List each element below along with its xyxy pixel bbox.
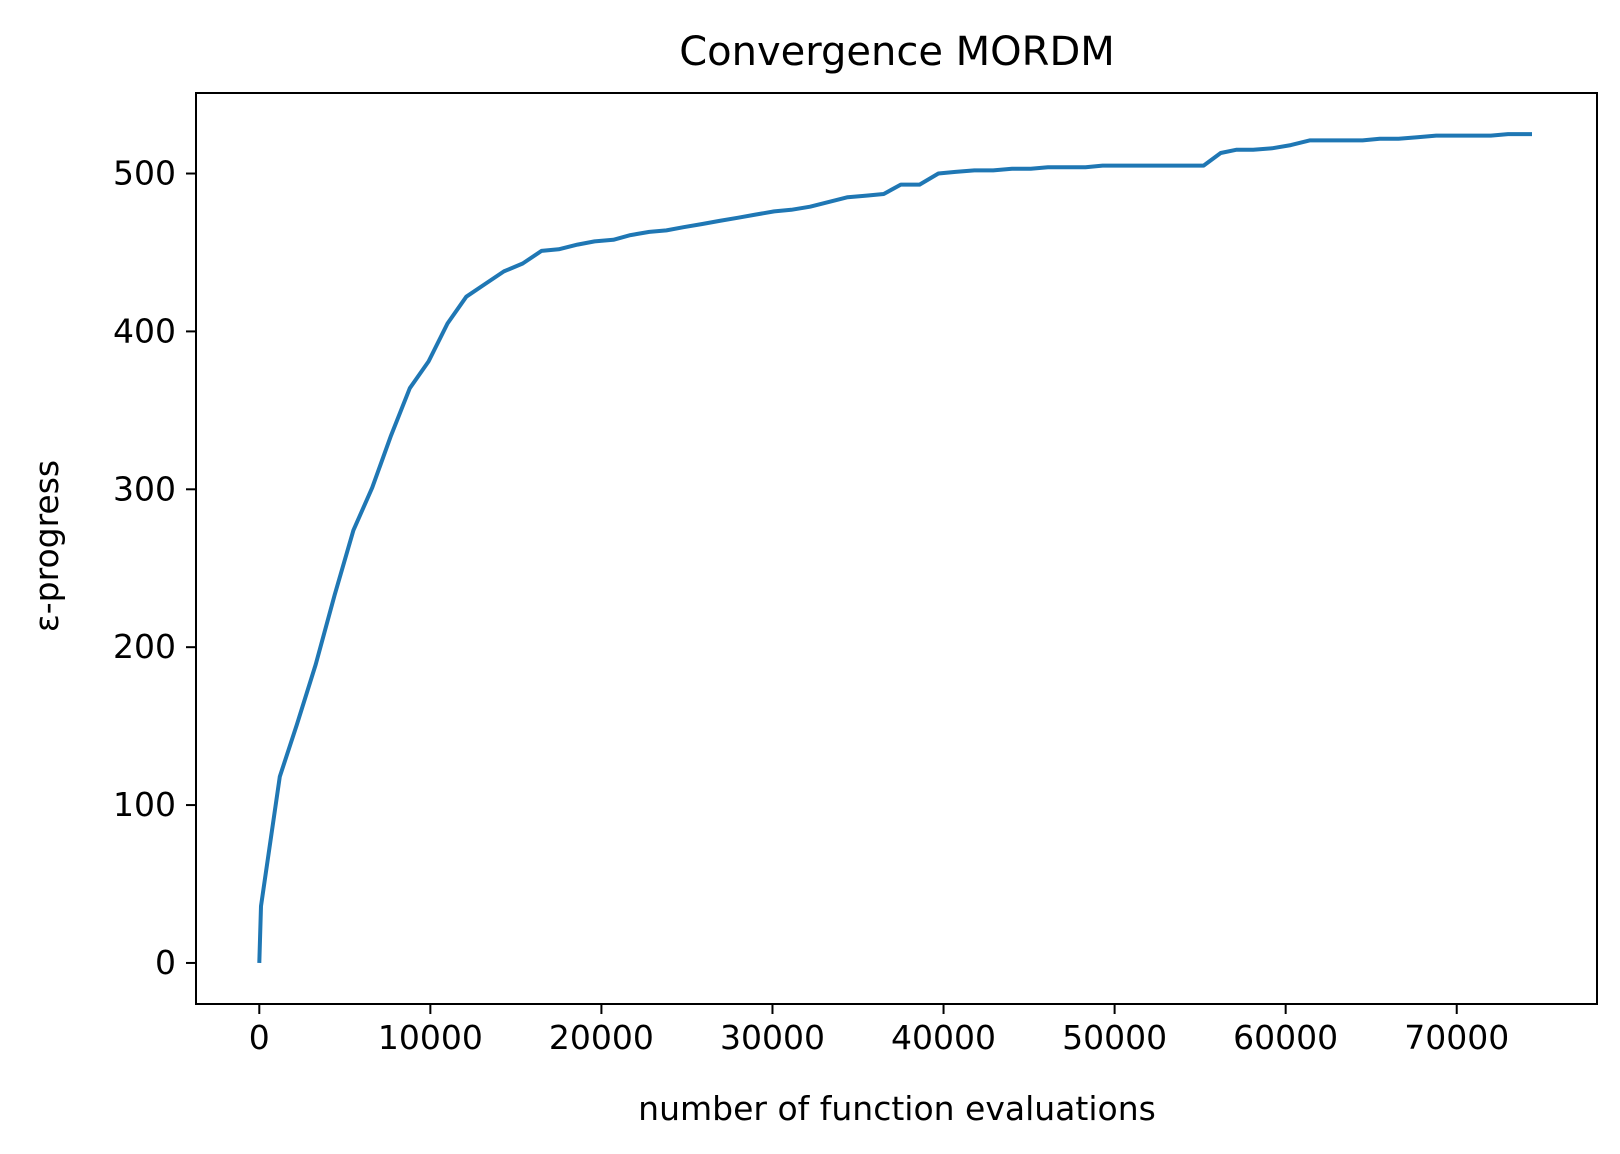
x-tick-label: 50000 bbox=[1062, 1018, 1167, 1057]
y-tick-label: 500 bbox=[113, 154, 176, 193]
x-tick-label: 60000 bbox=[1233, 1018, 1338, 1057]
x-axis-ticks: 0 10000 20000 30000 40000 50000 60000 70000 bbox=[249, 1004, 1509, 1057]
x-tick-label: 10000 bbox=[378, 1018, 483, 1057]
y-tick-label: 0 bbox=[155, 943, 176, 982]
y-tick-label: 300 bbox=[113, 469, 176, 508]
y-axis-ticks: 0 100 200 300 400 500 bbox=[113, 154, 196, 982]
y-axis-label: ε-progress bbox=[27, 460, 66, 632]
y-tick-label: 200 bbox=[113, 627, 176, 666]
plot-frame bbox=[195, 92, 1598, 1005]
plot-area bbox=[195, 92, 1598, 1005]
y-tick-label: 400 bbox=[113, 311, 176, 350]
x-axis-label: number of function evaluations bbox=[638, 1089, 1156, 1128]
x-tick-label: 30000 bbox=[720, 1018, 825, 1057]
x-tick-label: 70000 bbox=[1404, 1018, 1509, 1057]
series-line bbox=[257, 132, 1532, 963]
x-tick-label: 40000 bbox=[891, 1018, 996, 1057]
x-tick-label: 0 bbox=[249, 1018, 270, 1057]
y-tick-label: 100 bbox=[113, 785, 176, 824]
x-tick-label: 20000 bbox=[549, 1018, 654, 1057]
chart-title: Convergence MORDM bbox=[679, 29, 1115, 75]
